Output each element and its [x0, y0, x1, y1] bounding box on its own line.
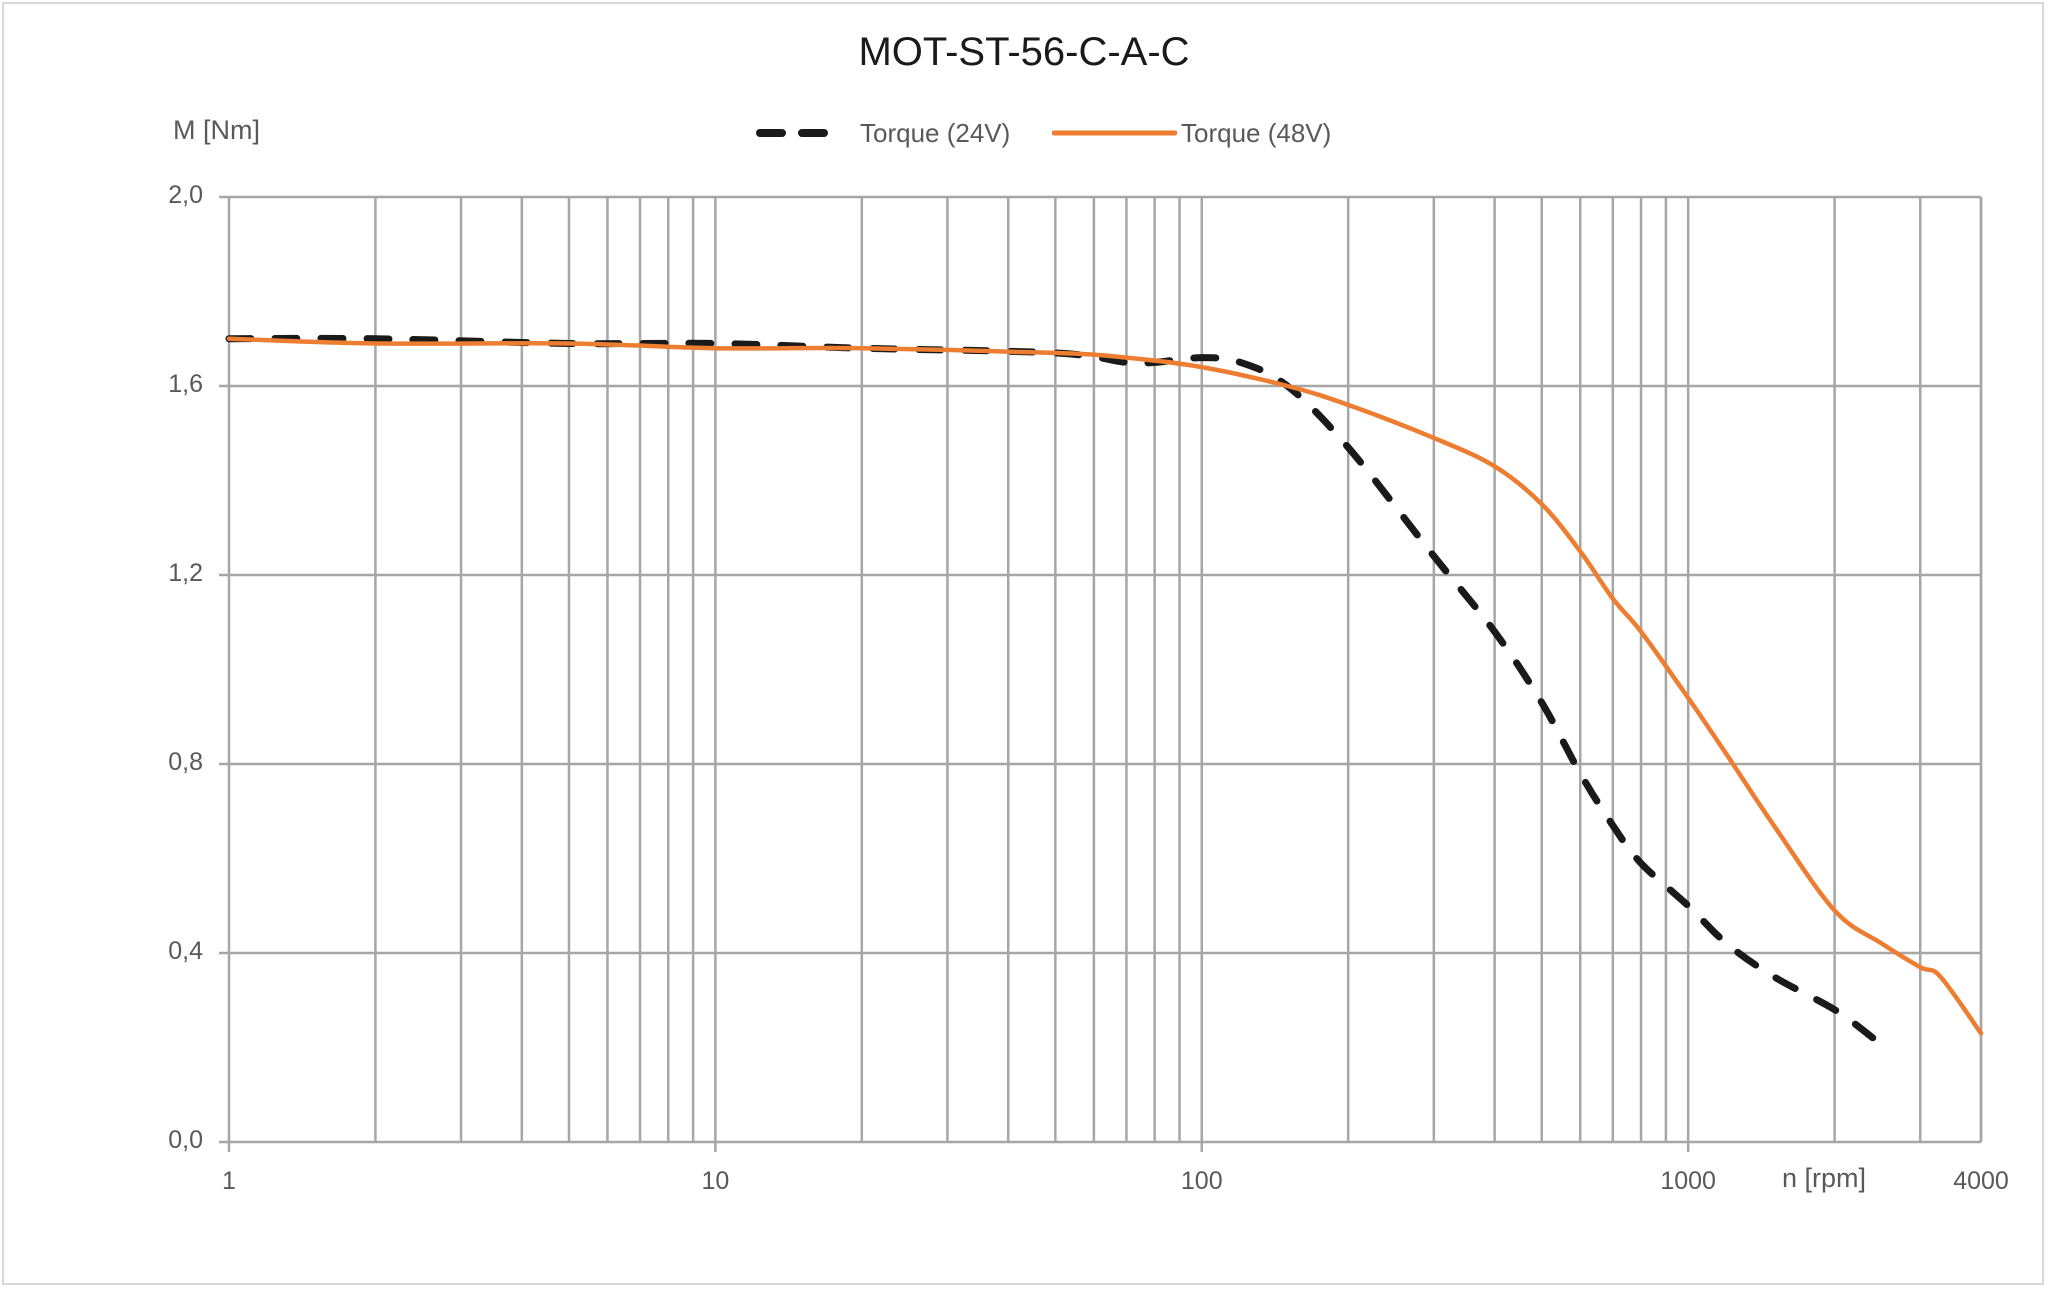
chart-title: MOT-ST-56-C-A-C — [858, 30, 1190, 74]
y-tick-label: 0,0 — [168, 1126, 203, 1154]
y-tick-label: 0,8 — [168, 748, 203, 776]
x-tick-label: 1000 — [1660, 1167, 1716, 1195]
data-series — [225, 334, 1984, 1042]
y-axis-label: M [Nm] — [173, 115, 260, 145]
x-tick-label: 4000 — [1953, 1167, 2009, 1195]
legend-item-24v: Torque (24V) — [756, 113, 1010, 153]
y-tick-label: 1,2 — [168, 559, 203, 587]
y-tick-label: 2,0 — [168, 181, 203, 209]
x-axis-label: n [rpm] — [1782, 1163, 1867, 1193]
legend-label-48v: Torque (48V) — [1181, 117, 1332, 148]
legend-label-24v: Torque (24V) — [860, 117, 1011, 148]
y-tick-label: 0,4 — [168, 937, 203, 965]
x-tick-label: 1 — [222, 1167, 236, 1195]
solid-line-swatch-icon — [1052, 130, 1177, 136]
x-tick-label: 10 — [701, 1167, 730, 1195]
legend-item-48v: Torque (48V) — [1020, 113, 1331, 153]
series-torque-24v — [225, 334, 1877, 1042]
x-tick-label: 100 — [1180, 1167, 1223, 1195]
series-torque-48v — [226, 336, 1984, 1036]
legend: Torque (24V) Torque (48V) — [0, 113, 2048, 153]
dashed-line-swatch-icon — [756, 129, 846, 137]
y-tick-label: 1,6 — [168, 370, 203, 398]
